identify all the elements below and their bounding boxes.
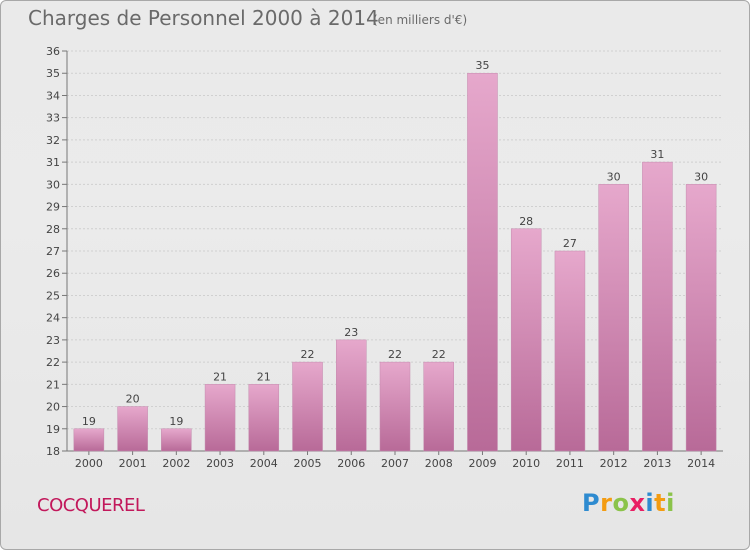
y-tick-labels: 18 19 20 21 22 23 24 25 26 27 28 29 30 31 32 33 34 35 36	[46, 45, 60, 458]
y-tick-label: 31	[46, 156, 60, 169]
bar-2009	[467, 72, 498, 452]
chart-unit: (en milliers d'€)	[373, 13, 468, 27]
proxiti-logo[interactable]: Proxiti	[582, 489, 675, 517]
logo-letter: x	[629, 489, 646, 517]
data-label-2007: 22	[388, 348, 402, 361]
logo-letter: o	[612, 489, 630, 517]
x-tick-label-2009: 2009	[468, 457, 496, 470]
logo-letter: P	[582, 489, 601, 517]
bar-2012	[598, 184, 629, 452]
bar-2004	[248, 384, 280, 452]
y-tick-label: 29	[46, 201, 60, 214]
data-label-2006: 23	[344, 326, 358, 339]
y-tick-label: 27	[46, 245, 60, 258]
data-label-2014: 30	[694, 170, 708, 183]
y-tick-label: 30	[46, 178, 60, 191]
y-tick-label: 20	[46, 401, 60, 414]
data-label-2010: 28	[519, 215, 533, 228]
y-tick-label: 25	[46, 289, 60, 302]
x-tick-label-2011: 2011	[556, 457, 584, 470]
y-tick-label: 19	[46, 423, 60, 436]
bar-2006	[336, 339, 367, 452]
y-tick-label: 34	[46, 89, 60, 102]
bar-2011	[554, 250, 586, 452]
bar-2005	[292, 361, 323, 452]
bar-2001	[117, 406, 148, 452]
x-tick-label-2014: 2014	[687, 457, 715, 470]
bar-2010	[510, 228, 542, 452]
x-tick-label-2004: 2004	[250, 457, 278, 470]
logo-letter: i	[666, 489, 675, 517]
y-tick-label: 24	[46, 312, 60, 325]
x-tick-label-2003: 2003	[206, 457, 234, 470]
y-tick-label: 22	[46, 356, 60, 369]
x-tick-label-2013: 2013	[643, 457, 671, 470]
x-tick-label-2007: 2007	[381, 457, 409, 470]
data-label-2003: 21	[213, 370, 227, 383]
data-label-2002: 19	[169, 415, 183, 428]
x-tick-label-2012: 2012	[600, 457, 628, 470]
x-tick-label-2001: 2001	[119, 457, 147, 470]
data-label-2012: 30	[607, 170, 621, 183]
bar-2007	[379, 361, 411, 452]
commune-name: COCQUEREL	[37, 495, 145, 516]
logo-letter: i	[645, 489, 655, 517]
y-tick-label: 26	[46, 267, 60, 280]
bar-2000	[73, 428, 105, 452]
x-tick-label-2006: 2006	[337, 457, 365, 470]
y-tick-label: 28	[46, 223, 60, 236]
y-tick-label: 35	[46, 67, 60, 80]
bars: 19 20 19 21 21 22 23 22 22 35 28 27 30 31 30	[73, 59, 717, 452]
bar-2014	[685, 184, 717, 452]
bar-2013	[642, 161, 673, 452]
y-tick-label: 23	[46, 334, 60, 347]
logo-letter: t	[654, 489, 667, 517]
x-tick-labels: 2000 2001 2002 2003 2004 2005 2006 2007 2008 2009…	[75, 457, 715, 470]
x-tick-label-2002: 2002	[162, 457, 190, 470]
logo-letter: r	[600, 489, 613, 517]
chart-title: Charges de Personnel 2000 à 2014	[28, 6, 379, 30]
data-label-2004: 21	[257, 370, 271, 383]
bar-2002	[161, 428, 192, 452]
y-tick-label: 21	[46, 378, 60, 391]
y-tick-label: 33	[46, 112, 60, 125]
data-label-2011: 27	[563, 237, 577, 250]
x-tick-label-2000: 2000	[75, 457, 103, 470]
y-tick-label: 32	[46, 134, 60, 147]
bar-2008	[423, 361, 454, 452]
x-tick-label-2005: 2005	[294, 457, 322, 470]
x-tick-label-2010: 2010	[512, 457, 540, 470]
y-tick-label: 18	[46, 445, 60, 458]
data-label-2008: 22	[432, 348, 446, 361]
data-label-2009: 35	[475, 59, 489, 72]
data-label-2001: 20	[126, 393, 140, 406]
data-label-2000: 19	[82, 415, 96, 428]
x-tick-label-2008: 2008	[425, 457, 453, 470]
data-label-2005: 22	[301, 348, 315, 361]
y-tick-label: 36	[46, 45, 60, 58]
bar-2003	[204, 384, 236, 452]
data-label-2013: 31	[650, 148, 664, 161]
